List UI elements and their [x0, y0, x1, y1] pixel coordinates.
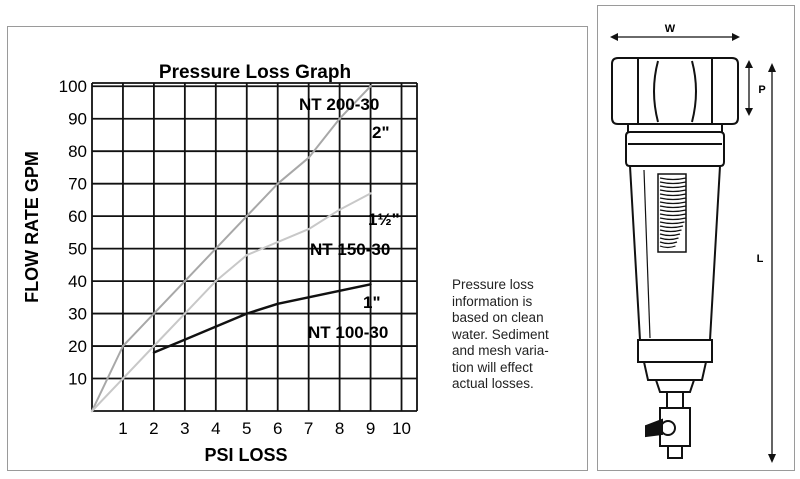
- filter-housing-drawing: W P L: [610, 23, 776, 463]
- y-tick-label: 60: [68, 207, 87, 226]
- series-point: [307, 227, 310, 231]
- series-point: [214, 325, 218, 328]
- drain-valve-icon: [645, 391, 691, 459]
- series-point: [369, 192, 372, 195]
- y-tick-label: 70: [68, 175, 87, 194]
- filter-mesh-icon: [659, 177, 687, 249]
- series-point: [152, 351, 156, 354]
- y-tick-label: 50: [68, 240, 87, 259]
- y-tick-label: 20: [68, 337, 87, 356]
- x-tick-label: 8: [335, 419, 344, 438]
- mesh-line: [659, 245, 676, 249]
- pressure-loss-note: Pressure loss information is based on cl…: [452, 277, 549, 391]
- series-label-nt-200-30: NT 200-30: [299, 95, 379, 114]
- series-size-label-1-5in: 1½": [368, 210, 400, 229]
- series-line: [91, 85, 372, 412]
- mesh-line: [659, 229, 682, 233]
- series-point: [121, 344, 125, 348]
- series-point: [369, 85, 372, 88]
- series-point: [369, 283, 372, 286]
- series-size-label-2in: 2": [372, 123, 390, 142]
- series-point: [338, 208, 341, 211]
- port-label: P: [758, 84, 765, 96]
- series-point: [121, 377, 125, 380]
- y-tick-labels: 10 20 30 40 50 60 70 80 90 100: [59, 77, 87, 388]
- mesh-line: [659, 201, 687, 205]
- series-point: [183, 312, 187, 315]
- filter-collar-icon: [625, 123, 725, 167]
- series-point: [214, 279, 218, 283]
- filter-head-icon: [611, 57, 739, 125]
- port-dimension: [745, 60, 753, 116]
- mesh-line: [659, 233, 681, 237]
- x-tick-label: 4: [211, 419, 220, 438]
- y-tick-label: 90: [68, 110, 87, 129]
- x-tick-label: 3: [180, 419, 189, 438]
- series-point: [338, 117, 341, 120]
- series-point: [183, 338, 187, 341]
- y-tick-label: 30: [68, 305, 87, 324]
- series-point: [338, 289, 341, 293]
- series-label-nt-150-30: NT 150-30: [310, 240, 390, 259]
- y-axis-title: FLOW RATE GPM: [22, 151, 42, 303]
- chart-series-group: [90, 85, 372, 413]
- series-size-label-1in: 1": [363, 293, 381, 312]
- x-tick-label: 5: [242, 419, 251, 438]
- series-point: [152, 344, 156, 348]
- chart-title: Pressure Loss Graph: [159, 62, 351, 83]
- x-tick-label: 10: [392, 419, 411, 438]
- mesh-line: [659, 189, 687, 193]
- x-tick-label: 1: [118, 419, 127, 438]
- filter-base-icon: [637, 339, 713, 393]
- series-label-nt-100-30: NT 100-30: [308, 323, 388, 342]
- y-tick-label: 80: [68, 142, 87, 161]
- series-line: [153, 283, 371, 354]
- mesh-line: [659, 185, 687, 189]
- mesh-line: [659, 213, 687, 217]
- mesh-line: [659, 181, 687, 185]
- x-tick-label: 6: [273, 419, 282, 438]
- mesh-line: [659, 193, 687, 197]
- series-point: [90, 409, 94, 413]
- series-line: [91, 192, 372, 412]
- mesh-line: [659, 225, 684, 229]
- mesh-line: [659, 217, 687, 221]
- series-point: [276, 302, 279, 306]
- x-tick-label: 7: [304, 419, 313, 438]
- mesh-line: [659, 205, 687, 209]
- mesh-line: [659, 241, 678, 245]
- filter-diagram-panel: W P L: [597, 5, 795, 471]
- mesh-line: [659, 177, 687, 181]
- series-point: [307, 156, 310, 159]
- x-axis-title: PSI LOSS: [204, 445, 287, 465]
- y-tick-label: 10: [68, 370, 87, 389]
- series-point: [183, 279, 187, 283]
- x-tick-labels: 1 2 3 4 5 6 7 8 9 10: [118, 419, 411, 438]
- series-point: [245, 312, 248, 315]
- series-point: [214, 247, 218, 250]
- series-point: [307, 296, 310, 299]
- chart-grid: [91, 82, 418, 412]
- mesh-line: [659, 221, 685, 225]
- x-tick-label: 9: [366, 419, 375, 438]
- series-point: [245, 214, 248, 218]
- series-point: [276, 240, 279, 244]
- width-dimension: [610, 33, 740, 41]
- series-point: [152, 312, 156, 315]
- width-label: W: [665, 23, 676, 35]
- pressure-loss-chart: Pressure Loss Graph 1 2 3 4 5 6 7 8 9 10 10 20 30 40…: [22, 62, 418, 465]
- length-dimension: [768, 63, 776, 463]
- pressure-loss-graph-panel: Pressure Loss Graph 1 2 3 4 5 6 7 8 9 10 10 20 30 40…: [7, 26, 588, 471]
- mesh-line: [659, 237, 679, 241]
- filter-bowl-icon: [628, 165, 722, 341]
- series-point: [276, 182, 279, 185]
- series-point: [245, 253, 248, 257]
- x-tick-label: 2: [149, 419, 158, 438]
- mesh-line: [659, 209, 687, 213]
- y-tick-label: 40: [68, 272, 87, 291]
- y-tick-label: 100: [59, 77, 87, 96]
- mesh-line: [659, 197, 687, 201]
- length-label: L: [757, 253, 764, 265]
